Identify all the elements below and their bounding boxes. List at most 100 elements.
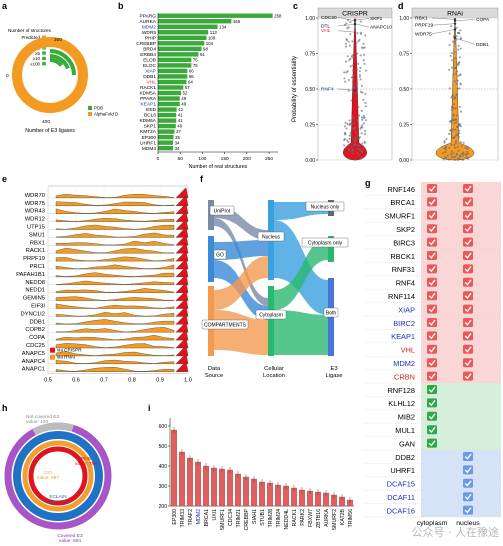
- panel-data-point: [352, 117, 355, 120]
- panel-b-value-label: 34: [175, 146, 180, 151]
- panel-b-bar: [158, 19, 232, 24]
- panel-data-point: [360, 157, 363, 160]
- panel-g-check-box: [463, 465, 473, 475]
- panel-data-point: [444, 151, 447, 154]
- panel-b-category-label: PHIP: [145, 35, 156, 41]
- panel-h-ring-gap: [32, 422, 74, 436]
- panel-g-check-icon: [428, 252, 436, 259]
- panel-f-label-both-box: [323, 307, 339, 318]
- panel-data-point: [348, 134, 351, 137]
- panel-data-point: [445, 137, 448, 140]
- panel-g-gene-label: BIRC3: [393, 238, 415, 247]
- panel-data-point: [345, 39, 348, 42]
- panel-e-category-label: PAFAH1B1: [16, 272, 45, 278]
- panel-g-row-bg: [421, 396, 501, 410]
- panel-g-check-box: [463, 318, 473, 327]
- panel-e-crispr-density: [175, 195, 189, 206]
- panel-annotation-leader: [337, 30, 356, 33]
- panel-data-point: [346, 55, 349, 58]
- panel-data-point: [359, 78, 362, 81]
- panel-i-category-label: NEDD4L: [284, 509, 290, 530]
- panel-a-tick: 200: [54, 37, 62, 43]
- panel-e-rnai-density: [55, 367, 175, 372]
- panel-g-check-icon: [464, 373, 472, 380]
- panel-data-point: [349, 33, 352, 36]
- panel-data-point: [363, 46, 366, 49]
- panel-data-point: [344, 42, 347, 45]
- panel-g-check-icon: [464, 212, 472, 219]
- panel-g-gene-label: MUL1: [395, 426, 415, 435]
- panel-g-row-bg: [421, 409, 501, 424]
- panel-b-category-label: RACK1: [140, 85, 156, 91]
- panel-e-rnai-density: [55, 247, 175, 254]
- panel-i-category-label: EP300: [172, 509, 178, 525]
- panel-e-crispr-density: [175, 337, 189, 349]
- panel-b-value-label: 165: [233, 19, 241, 24]
- panel-data-point: [456, 126, 459, 129]
- panel-data-point: [356, 32, 359, 35]
- panel-data-point: [455, 121, 458, 124]
- panel-data-point: [361, 118, 364, 121]
- panel-g-row-bg: [421, 476, 501, 491]
- panel-data-point: [359, 54, 362, 57]
- panel-data-point: [348, 119, 351, 122]
- panel-b-value-label: 98: [203, 46, 208, 51]
- panel-data-point: [450, 59, 454, 62]
- watermark-text: 公众号 · 人在豫途: [411, 526, 500, 539]
- panel-b-x-tick-label: 50: [178, 156, 184, 162]
- panel-data-point: [348, 44, 351, 47]
- panel-data-point: [450, 66, 453, 69]
- panel-data-point: [357, 154, 360, 157]
- panel-g-check-box: [463, 291, 473, 301]
- panel-data-point: [462, 141, 465, 144]
- panel-b-value-label: 57: [185, 85, 190, 90]
- panel-g-row-bg: [421, 208, 501, 223]
- panel-e-rnai-density: [55, 312, 175, 317]
- panel-data-point: [455, 35, 458, 38]
- panel-data-point: [364, 92, 367, 95]
- panel-a-ring-guide: [22, 47, 78, 103]
- panel-g-check-icon: [428, 292, 436, 299]
- panel-a-xlabel: Number of E3 ligases: [25, 128, 75, 134]
- panel-annotation-point: [353, 89, 357, 92]
- panel-i-bar: [267, 482, 273, 507]
- panel-a-tick: 0: [6, 73, 9, 79]
- panel-i-bar: [211, 467, 217, 507]
- panel-b-value-label: 49: [181, 102, 186, 107]
- panel-e-legend-swatch: [50, 347, 55, 353]
- panel-g-gene-label: DCAF11: [387, 493, 415, 502]
- panel-data-point: [454, 57, 457, 60]
- panel-g-row-bg: [421, 182, 501, 196]
- panel-data-point: [363, 133, 367, 136]
- panel-e-rnai-density: [55, 256, 175, 262]
- panel-data-point: [355, 139, 358, 142]
- panel-data-point: [347, 89, 350, 92]
- panel-d-violin-rnai: RNAi 0.00 0.25 0.50 0.75 1.00 RBX1 PRPF19 WDR75 C…: [399, 7, 499, 164]
- panel-data-point: [452, 97, 455, 100]
- panel-g-check-icon: [464, 480, 472, 487]
- panel-data-point: [362, 59, 365, 62]
- panel-g-check-icon: [464, 279, 472, 286]
- panel-data-point: [357, 137, 361, 140]
- panel-label-a: a: [2, 1, 8, 11]
- panel-b-value-label: 66: [189, 74, 194, 79]
- panel-b-category-label: PPARA: [140, 96, 157, 102]
- panel-y-tick-label: 0.25: [305, 122, 315, 128]
- panel-data-point: [446, 154, 449, 157]
- panel-b-bar: [158, 101, 180, 107]
- panel-data-point: [449, 25, 453, 28]
- panel-e-crispr-density: [175, 305, 189, 317]
- panel-b-bar: [158, 96, 180, 101]
- panel-i-bar: [171, 429, 177, 507]
- panel-g-check-box: [427, 291, 437, 301]
- panel-b-value-label: 104: [206, 41, 214, 46]
- panel-g-check-icon: [464, 306, 472, 313]
- panel-data-point: [455, 38, 458, 41]
- panel-data-point: [349, 131, 352, 134]
- panel-f-label-both: Both: [326, 310, 337, 316]
- panel-i-category-label: MDM2: [196, 509, 202, 524]
- panel-data-point: [360, 109, 363, 112]
- panel-e-rnai-density: [55, 218, 175, 222]
- panel-a-series-swatch: [88, 106, 92, 110]
- panel-f-flow: [274, 238, 328, 310]
